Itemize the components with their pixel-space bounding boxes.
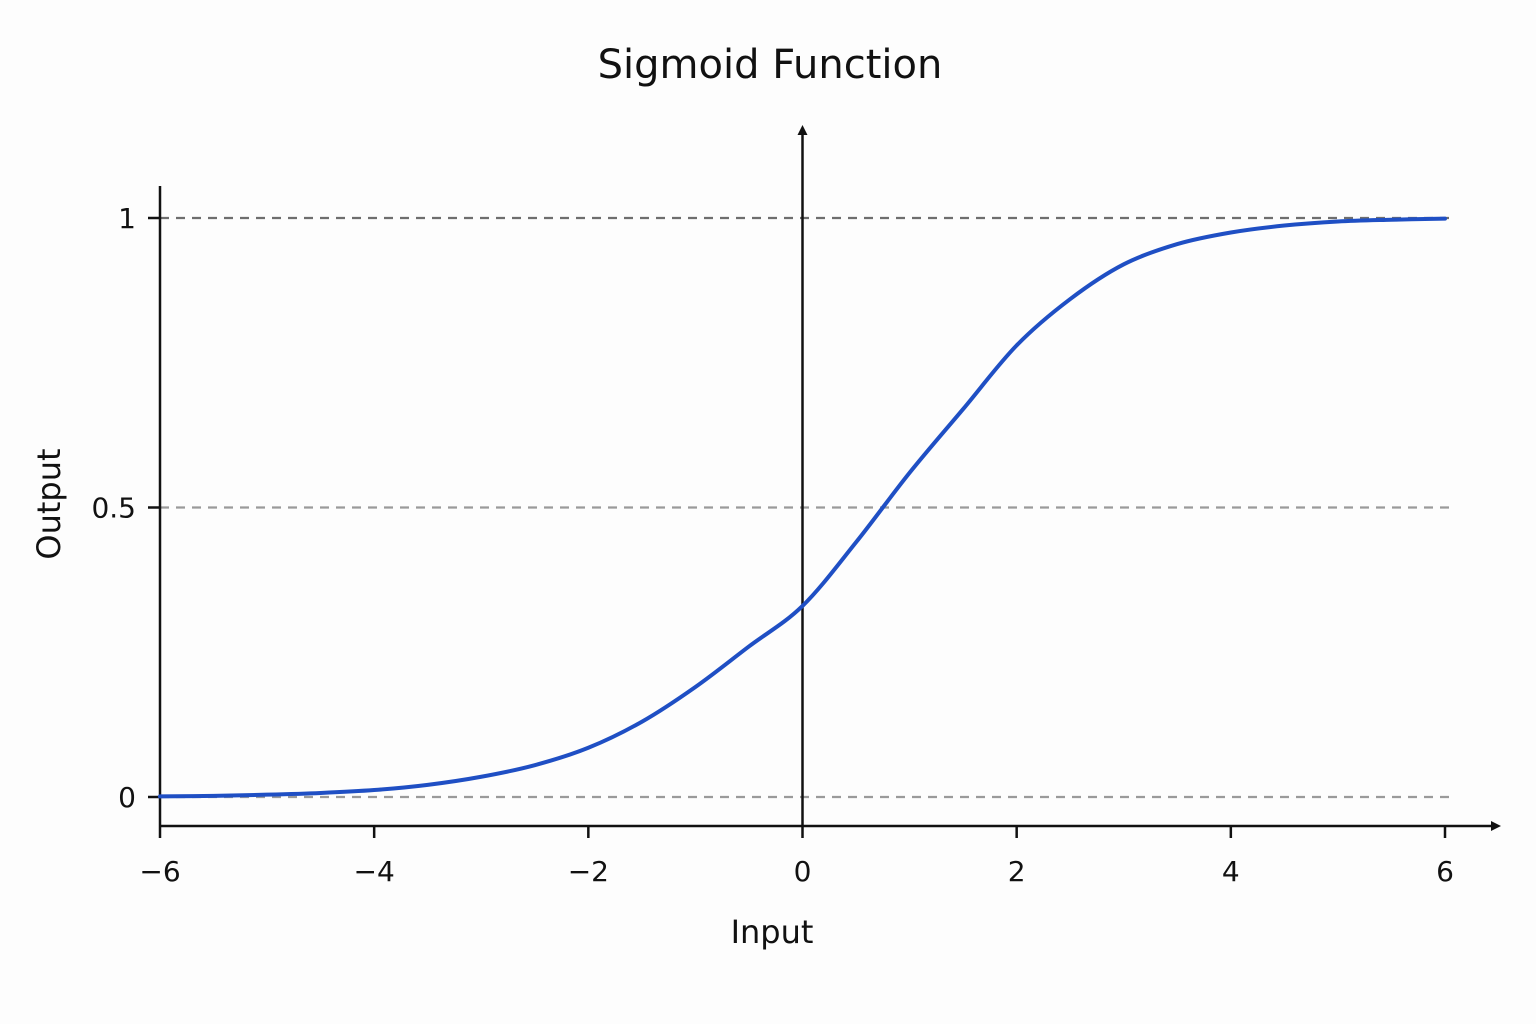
x-tick-label: 4 [1222, 855, 1240, 888]
series-group [158, 216, 1447, 799]
chart-title: Sigmoid Function [598, 42, 943, 88]
x-tick-label: 6 [1436, 855, 1454, 888]
ticks: −6 −4 −2 0 2 4 6 0 0.5 1 [91, 202, 1453, 888]
x-tick-label: −2 [568, 855, 609, 888]
y-tick-label: 1 [118, 202, 136, 235]
axes [158, 125, 1501, 831]
x-axis-title: Input [731, 913, 814, 951]
x-tick-label: −4 [354, 855, 395, 888]
x-tick-label: −6 [139, 855, 180, 888]
y-tick-label: 0.5 [91, 492, 136, 525]
x-tick-label: 0 [794, 855, 812, 888]
y-tick-label: 0 [118, 781, 136, 814]
x-tick-label: 2 [1008, 855, 1026, 888]
reference-lines [160, 216, 1450, 799]
y-axis-title: Output [30, 448, 68, 559]
sigmoid-curve [158, 216, 1447, 799]
